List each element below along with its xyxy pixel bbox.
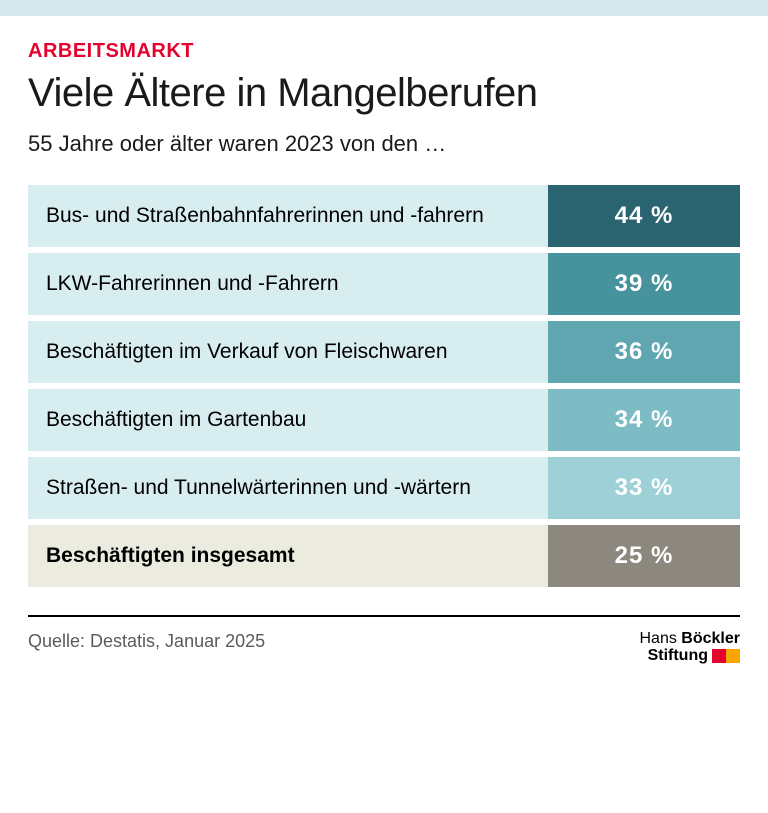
table-row: LKW-Fahrerinnen und -Fahrern39 %	[28, 253, 740, 315]
top-accent-bar	[0, 0, 768, 16]
table-row: Beschäftigten im Gartenbau34 %	[28, 389, 740, 451]
logo-line1: Hans Böckler	[640, 631, 741, 648]
row-label: Beschäftigten insgesamt	[28, 525, 548, 587]
row-label: Straßen- und Tunnelwärterinnen und -wärt…	[28, 457, 548, 519]
logo-line2-text: Stiftung	[648, 648, 708, 665]
row-value: 39 %	[548, 253, 740, 315]
row-label: Beschäftigten im Verkauf von Fleischware…	[28, 321, 548, 383]
logo-line2: Stiftung	[648, 648, 740, 665]
row-label: LKW-Fahrerinnen und -Fahrern	[28, 253, 548, 315]
table-row: Beschäftigten insgesamt25 %	[28, 525, 740, 587]
subheadline: 55 Jahre oder älter waren 2023 von den …	[28, 131, 740, 157]
row-value: 25 %	[548, 525, 740, 587]
row-value: 33 %	[548, 457, 740, 519]
table-row: Bus- und Straßenbahnfahrerinnen und -fah…	[28, 185, 740, 247]
table-row: Beschäftigten im Verkauf von Fleischware…	[28, 321, 740, 383]
row-label: Beschäftigten im Gartenbau	[28, 389, 548, 451]
row-label: Bus- und Straßenbahnfahrerinnen und -fah…	[28, 185, 548, 247]
footer: Quelle: Destatis, Januar 2025 Hans Böckl…	[28, 617, 740, 665]
logo-square-1	[712, 649, 726, 663]
data-rows: Bus- und Straßenbahnfahrerinnen und -fah…	[28, 185, 740, 587]
logo-line1-plain: Hans	[640, 630, 682, 647]
row-value: 44 %	[548, 185, 740, 247]
boeckler-logo: Hans Böckler Stiftung	[640, 631, 741, 665]
logo-square-2	[726, 649, 740, 663]
row-value: 36 %	[548, 321, 740, 383]
chart-content: ARBEITSMARKT Viele Ältere in Mangelberuf…	[0, 16, 768, 813]
logo-squares	[712, 649, 740, 663]
kicker: ARBEITSMARKT	[28, 40, 740, 63]
row-value: 34 %	[548, 389, 740, 451]
headline: Viele Ältere in Mangelberufen	[28, 71, 740, 115]
logo-line1-bold: Böckler	[681, 630, 740, 647]
source-text: Quelle: Destatis, Januar 2025	[28, 631, 265, 652]
table-row: Straßen- und Tunnelwärterinnen und -wärt…	[28, 457, 740, 519]
